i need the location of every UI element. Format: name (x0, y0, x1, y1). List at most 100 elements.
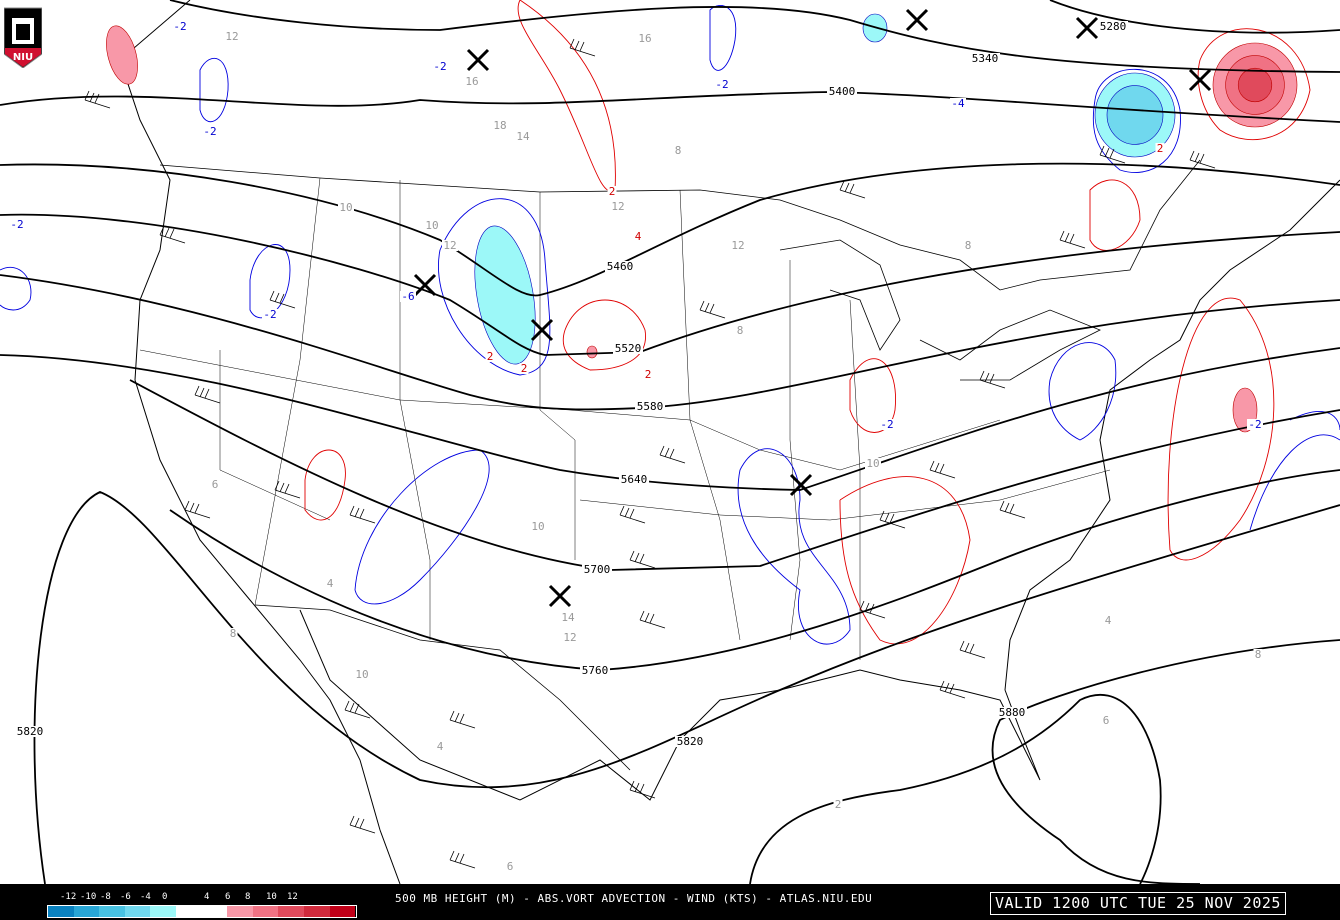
negative-vorticity-contour (199, 58, 229, 122)
positive-vorticity-contour (839, 476, 971, 645)
negative-vorticity-contour (249, 244, 291, 319)
colorbar-label: 6 (225, 892, 231, 902)
colorbar-label: -8 (100, 892, 111, 902)
height-contour (169, 0, 1340, 73)
colorbar-swatch (175, 906, 202, 917)
wind-barb (939, 680, 966, 699)
height-contour-label: 5580 (637, 400, 664, 413)
vorticity-shading (106, 13, 1298, 433)
valid-time: VALID 1200 UTC TUE 25 NOV 2025 (990, 892, 1286, 915)
height-contour (33, 491, 1340, 885)
positive-vorticity-contour (1089, 179, 1141, 251)
negative-vorticity-contour (0, 266, 32, 311)
wind-barb (159, 225, 186, 244)
low-center-x-marker (1075, 16, 1099, 40)
coastline-west (119, 0, 401, 885)
negative-vorticity-contour (737, 448, 851, 645)
height-contour (129, 379, 1340, 571)
isotach-label: 14 (561, 611, 575, 624)
height-contour-label: 5820 (17, 725, 44, 738)
wind-barb (929, 460, 956, 479)
isotach-label: 8 (230, 627, 237, 640)
vorticity-contour-label: -6 (401, 290, 414, 303)
isotach-label: 4 (437, 740, 444, 753)
wind-barb (344, 700, 371, 719)
isotach-label: 10 (425, 219, 438, 232)
vorticity-contour-label: 2 (645, 368, 652, 381)
isotach-label: 12 (443, 239, 456, 252)
negative-vorticity-contour (709, 5, 737, 71)
wind-barb (659, 445, 686, 464)
vorticity-contour-label: 2 (487, 350, 494, 363)
vorticity-contour-label: -2 (880, 418, 893, 431)
niu-logo: NIU (4, 7, 42, 68)
colorbar-label: -12 (60, 892, 77, 902)
height-contour-label: 5400 (829, 85, 856, 98)
wind-barb (569, 38, 596, 57)
map-canvas: 5280 5340 5400 5460 5520 5580 5640 5700 5760 5820… (0, 0, 1340, 885)
wind-barb (84, 90, 111, 109)
isotach-label: 18 (493, 119, 506, 132)
negative-vorticity-area (1106, 85, 1164, 145)
vorticity-contour-label: 4 (635, 230, 642, 243)
height-contour-label: 5340 (972, 52, 999, 65)
isotach-label: 4 (327, 577, 334, 590)
low-center-x-marker (413, 273, 437, 297)
wind-barb (1189, 150, 1216, 169)
geography-outlines (119, 0, 1340, 885)
positive-vorticity-contour (562, 299, 646, 371)
vorticity-contour-label: -2 (1248, 418, 1261, 431)
isotach-label: 8 (1255, 648, 1262, 661)
colorbar-label: -6 (120, 892, 131, 902)
height-contour (169, 469, 1340, 671)
colorbar-swatch (201, 906, 228, 917)
height-contour-label: 5880 (999, 706, 1026, 719)
vorticity-contour-label: -2 (715, 78, 728, 91)
isotach-label: 8 (965, 239, 972, 252)
wind-barb (879, 510, 906, 529)
isotach-label: 10 (531, 520, 544, 533)
border-mexico (254, 604, 631, 771)
vorticity-contour-label: -2 (263, 308, 276, 321)
wind-barb (859, 600, 886, 619)
low-center-markers (413, 8, 1212, 608)
low-center-x-marker (1188, 68, 1212, 92)
colorbar-swatch (73, 906, 100, 917)
isotach-label: 6 (212, 478, 219, 491)
vorticity-contour-label: -2 (173, 20, 186, 33)
isotach-label: 4 (1105, 614, 1112, 627)
wind-barb (959, 640, 986, 659)
negative-vorticity-contour (1048, 342, 1117, 441)
wind-barb (839, 180, 866, 199)
positive-vorticity-contour (849, 358, 896, 433)
wind-barb (629, 780, 656, 799)
border-canada (159, 159, 1201, 291)
wind-barb (639, 610, 666, 629)
height-contour-label: 5520 (615, 342, 642, 355)
wind-barb (449, 850, 476, 869)
height-contours (0, 0, 1340, 885)
colorbar-label: 10 (266, 892, 277, 902)
low-center-x-marker (530, 318, 554, 342)
colorbar-swatch (99, 906, 125, 917)
wind-barb (1099, 145, 1126, 164)
isotach-label: 6 (1103, 714, 1110, 727)
height-contour (0, 213, 1340, 356)
wind-barb (1059, 230, 1086, 249)
height-contour (1049, 0, 1340, 34)
isotach-label: 12 (225, 30, 238, 43)
height-contour (0, 347, 1340, 491)
colorbar-swatch (227, 906, 253, 917)
wind-barb (349, 815, 376, 834)
wind-barb (699, 300, 726, 319)
low-center-x-marker (905, 8, 929, 32)
colorbar-swatch (124, 906, 151, 917)
negative-vorticity-contour (438, 198, 551, 376)
colorbar-swatch (150, 906, 176, 917)
isotach-label: 12 (731, 239, 744, 252)
footer-bar: -12 -10 -8 -6 -4 0 4 6 8 10 12 500 MB HEIGHT (M) -… (0, 884, 1340, 920)
height-contour-label: 5280 (1100, 20, 1127, 33)
colorbar-swatch (252, 906, 279, 917)
wind-barb (269, 290, 296, 309)
height-contour-label: 5820 (677, 735, 704, 748)
